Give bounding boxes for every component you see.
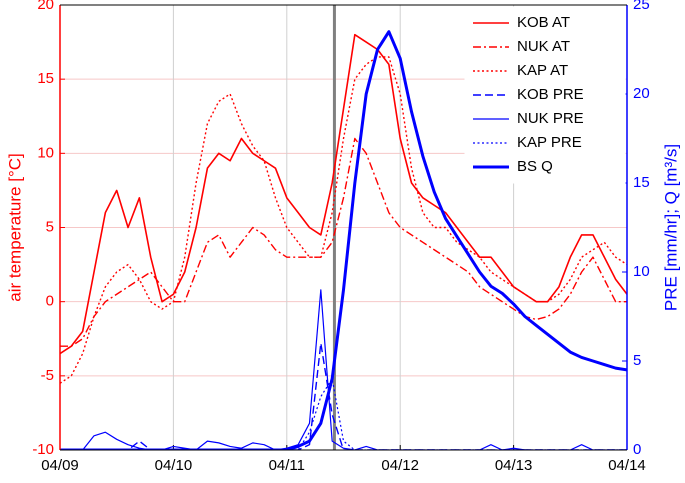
x-tick-label: 04/11	[269, 457, 305, 474]
x-tick-label: 04/13	[495, 457, 533, 474]
legend-label: KOB PRE	[517, 86, 584, 103]
series-line	[60, 289, 627, 450]
y-tick-label: -5	[41, 367, 54, 384]
x-tick-label: 04/14	[608, 457, 646, 474]
y-tick-label: 0	[46, 293, 54, 310]
y2-tick-label: 0	[633, 441, 641, 458]
legend-label: NUK AT	[517, 38, 570, 55]
y-tick-label: 10	[37, 144, 54, 161]
legend-label: BS Q	[517, 158, 553, 175]
y2-tick-label: 5	[633, 352, 641, 369]
series-line	[60, 30, 627, 450]
y-tick-label: -10	[32, 441, 54, 458]
x-tick-label: 04/12	[381, 457, 419, 474]
y-tick-label: 5	[46, 218, 54, 235]
x-tick-label: 04/09	[41, 457, 79, 474]
y-tick-label: 15	[37, 70, 54, 87]
y2-tick-label: 15	[633, 174, 650, 191]
y-tick-label: 20	[37, 0, 54, 13]
y2-axis-label: PRE [mm/hr]; Q [m³/s]	[661, 144, 680, 311]
legend-label: KOB AT	[517, 14, 570, 31]
series-line	[60, 137, 627, 347]
y2-tick-label: 20	[633, 85, 650, 102]
legend-label: NUK PRE	[517, 110, 584, 127]
legend-label: KAP AT	[517, 62, 568, 79]
y2-tick-label: 10	[633, 263, 650, 280]
y-axis-label: air temperature [°C]	[5, 153, 24, 302]
series-line	[60, 56, 627, 384]
legend-label: KAP PRE	[517, 134, 582, 151]
y2-tick-label: 25	[633, 0, 650, 13]
series-line	[60, 33, 627, 355]
x-tick-label: 04/10	[155, 457, 193, 474]
